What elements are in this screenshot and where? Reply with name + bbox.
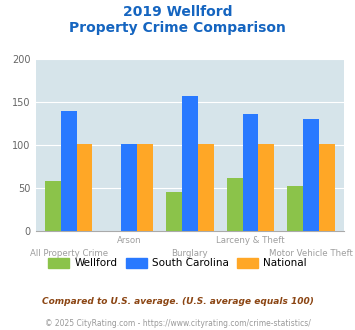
Bar bbox=[198, 144, 214, 231]
Text: Arson: Arson bbox=[117, 236, 142, 245]
Text: Burglary: Burglary bbox=[171, 249, 208, 258]
Bar bbox=[288, 186, 303, 231]
Bar bbox=[303, 118, 319, 231]
Bar bbox=[45, 181, 61, 231]
Bar bbox=[182, 96, 198, 231]
Bar bbox=[227, 178, 242, 231]
Bar bbox=[137, 144, 153, 231]
Bar bbox=[121, 144, 137, 231]
Text: Property Crime Comparison: Property Crime Comparison bbox=[69, 21, 286, 35]
Bar bbox=[61, 111, 77, 231]
Text: Larceny & Theft: Larceny & Theft bbox=[216, 236, 285, 245]
Bar bbox=[166, 191, 182, 231]
Text: All Property Crime: All Property Crime bbox=[30, 249, 108, 258]
Legend: Wellford, South Carolina, National: Wellford, South Carolina, National bbox=[43, 252, 312, 274]
Bar bbox=[258, 144, 274, 231]
Bar bbox=[77, 144, 92, 231]
Bar bbox=[242, 114, 258, 231]
Text: Compared to U.S. average. (U.S. average equals 100): Compared to U.S. average. (U.S. average … bbox=[42, 297, 313, 306]
Text: Motor Vehicle Theft: Motor Vehicle Theft bbox=[269, 249, 353, 258]
Text: © 2025 CityRating.com - https://www.cityrating.com/crime-statistics/: © 2025 CityRating.com - https://www.city… bbox=[45, 319, 310, 328]
Bar bbox=[319, 144, 335, 231]
Text: 2019 Wellford: 2019 Wellford bbox=[123, 5, 232, 19]
